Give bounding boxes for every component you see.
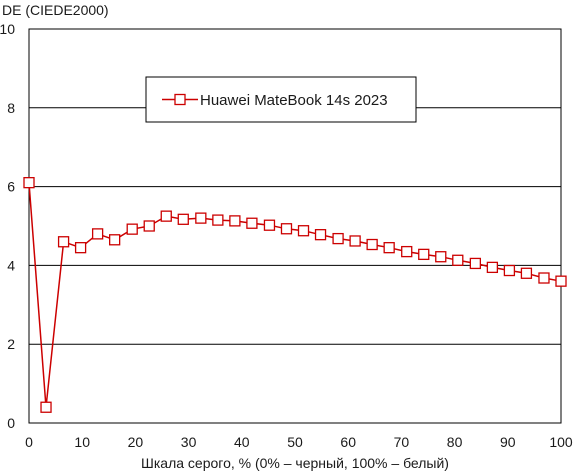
legend-label: Huawei MateBook 14s 2023	[200, 92, 388, 109]
x-tick-label: 30	[181, 434, 197, 450]
x-tick-label: 60	[340, 434, 356, 450]
x-tick-label: 70	[394, 434, 410, 450]
plot-area	[28, 28, 562, 424]
x-tick-labels: 0 10 20 30 40 50 60 70 80 90 100	[25, 434, 573, 450]
x-tick-label: 20	[128, 434, 144, 450]
data-point	[246, 217, 258, 229]
data-point	[383, 242, 395, 254]
y-tick-label: 6	[7, 179, 15, 195]
data-point	[452, 254, 464, 266]
data-point	[212, 214, 224, 226]
data-point	[91, 228, 104, 240]
data-point	[418, 248, 430, 261]
data-point	[160, 210, 172, 222]
data-point	[401, 245, 413, 258]
y-tick-labels: 0 2 4 6 8 10	[0, 21, 15, 431]
data-point	[366, 238, 378, 251]
y-tick-label: 2	[7, 336, 15, 352]
x-tick-label: 10	[74, 434, 90, 450]
data-point	[263, 219, 276, 231]
data-point	[126, 223, 138, 235]
data-point	[314, 229, 327, 241]
data-point	[332, 232, 344, 245]
x-tick-label: 100	[549, 434, 573, 450]
y-tick-label: 4	[7, 257, 15, 273]
legend: Huawei MateBook 14s 2023	[145, 76, 417, 123]
data-point	[229, 215, 241, 227]
data-point	[109, 234, 121, 246]
grid-lines	[29, 107, 561, 345]
data-point	[555, 275, 567, 287]
y-tick-label: 10	[0, 21, 15, 37]
x-tick-label: 90	[500, 434, 516, 450]
data-point	[297, 225, 310, 237]
data-point	[57, 236, 70, 248]
data-point	[469, 257, 481, 270]
x-tick-label: 80	[447, 434, 463, 450]
x-tick-label: 40	[234, 434, 250, 450]
data-point	[74, 242, 87, 254]
data-point	[538, 272, 550, 284]
data-point	[486, 261, 499, 274]
data-point	[40, 401, 52, 413]
x-tick-label: 50	[287, 434, 303, 450]
y-tick-label: 8	[7, 100, 15, 116]
data-point	[435, 251, 447, 263]
data-point	[23, 177, 35, 189]
data-point	[143, 220, 155, 232]
data-point	[520, 267, 533, 279]
y-tick-label: 0	[7, 415, 15, 431]
legend-marker-sample	[174, 93, 186, 106]
data-point	[280, 223, 293, 235]
data-point	[177, 213, 189, 225]
y-axis-title: DE (CIEDE2000)	[2, 2, 109, 18]
series-line	[28, 182, 562, 408]
data-point	[349, 235, 361, 247]
series-layer	[23, 177, 567, 413]
data-point	[503, 264, 516, 277]
x-tick-label: 0	[25, 434, 33, 450]
data-point	[195, 212, 207, 224]
x-axis-title: Шкала серого, % (0% – черный, 100% – бел…	[141, 455, 449, 471]
